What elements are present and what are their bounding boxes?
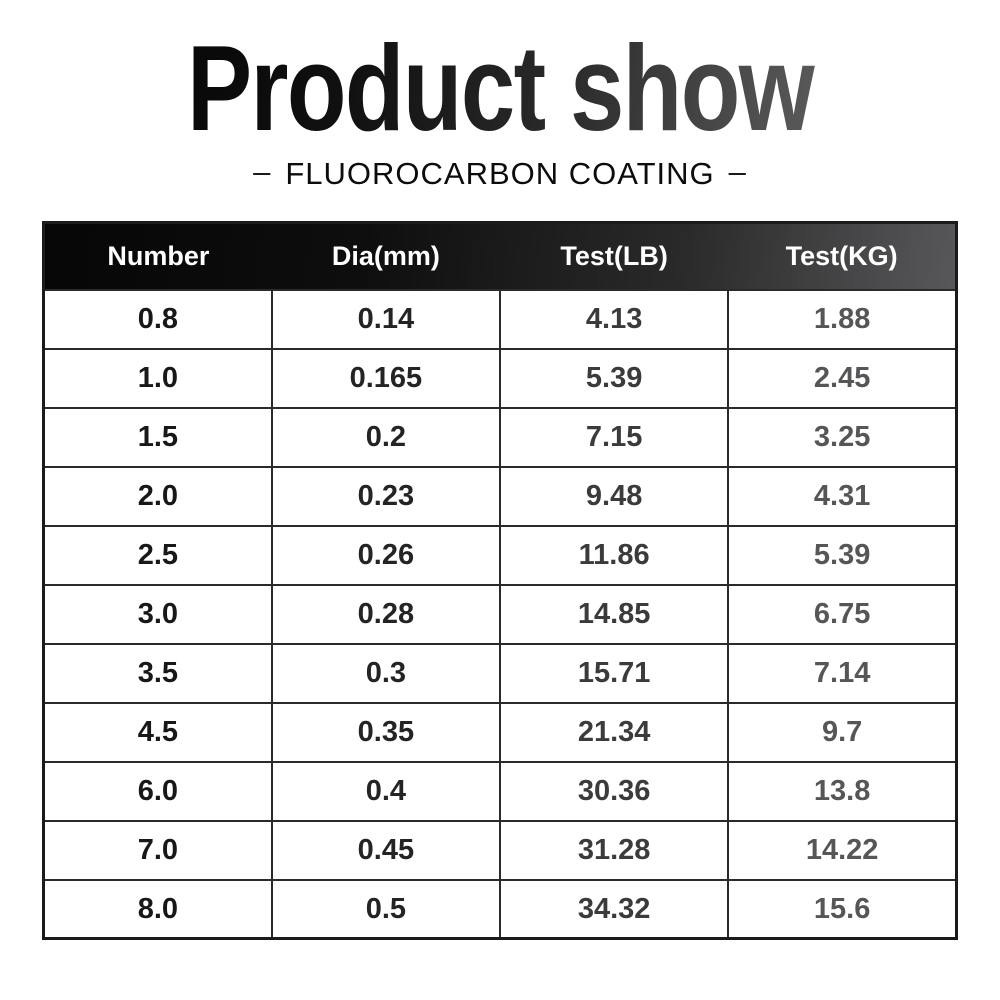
table-cell: 1.5 <box>42 406 273 468</box>
table-row: 6.0 0.4 30.36 13.8 <box>42 760 958 822</box>
table-cell: 0.28 <box>270 583 502 645</box>
column-header-dia-mm: Dia(mm) <box>331 241 440 272</box>
column-header-number: Number <box>107 241 210 272</box>
table-cell: 0.26 <box>270 524 502 586</box>
table-cell: 0.165 <box>270 347 502 409</box>
table-cell: 13.8 <box>727 760 958 822</box>
table-cell: 0.45 <box>270 819 502 881</box>
subtitle-text: FLUOROCARBON COATING <box>285 156 715 192</box>
table-cell: 7.0 <box>42 819 273 881</box>
table-cell: 14.22 <box>727 819 958 881</box>
table-cell: 0.35 <box>270 701 502 763</box>
table-cell: 4.13 <box>498 288 730 350</box>
table-cell: 7.14 <box>727 642 958 704</box>
table-row: 8.0 0.5 34.32 15.6 <box>42 878 958 940</box>
table-row: 7.0 0.45 31.28 14.22 <box>42 819 958 881</box>
page-title: Product show <box>100 26 900 151</box>
table-cell: 14.85 <box>498 583 730 645</box>
table-cell: 7.15 <box>498 406 730 468</box>
table-row: 2.5 0.26 11.86 5.39 <box>42 524 958 586</box>
table-cell: 1.88 <box>727 288 958 350</box>
spec-table-wrap: Number Dia(mm) Test(LB) Test(KG) 0.8 0.14… <box>42 221 958 941</box>
table-row: 3.0 0.28 14.85 6.75 <box>42 583 958 645</box>
table-row: 3.5 0.3 15.71 7.14 <box>42 642 958 704</box>
table-row: 2.0 0.23 9.48 4.31 <box>42 465 958 527</box>
table-cell: 0.5 <box>270 878 502 940</box>
table-cell: 4.5 <box>42 701 273 763</box>
table-cell: 3.0 <box>42 583 273 645</box>
table-cell: 3.25 <box>727 406 958 468</box>
table-cell: 34.32 <box>498 878 730 940</box>
table-cell: 9.7 <box>727 701 958 763</box>
table-cell: 2.0 <box>42 465 273 527</box>
table-head: Number Dia(mm) Test(LB) Test(KG) <box>43 222 957 290</box>
table-cell: 1.0 <box>42 347 273 409</box>
table-cell: 0.2 <box>270 406 502 468</box>
table-cell: 5.39 <box>498 347 730 409</box>
table-cell: 0.14 <box>270 288 502 350</box>
subtitle-right-dash: – <box>728 154 747 190</box>
table-row: 1.5 0.2 7.15 3.25 <box>42 406 958 468</box>
table-body: 0.8 0.14 4.13 1.88 1.0 0.165 5.39 2.45 1.5 0.2 7.1… <box>42 288 958 940</box>
table-row: 0.8 0.14 4.13 1.88 <box>42 288 958 350</box>
table-cell: 30.36 <box>498 760 730 822</box>
table-row: 1.0 0.165 5.39 2.45 <box>42 347 958 409</box>
table-cell: 21.34 <box>498 701 730 763</box>
table-cell: 15.71 <box>498 642 730 704</box>
table-row: 4.5 0.35 21.34 9.7 <box>42 701 958 763</box>
table-cell: 8.0 <box>42 878 273 940</box>
table-header-row: Number Dia(mm) Test(LB) Test(KG) <box>43 222 957 290</box>
table-cell: 0.23 <box>270 465 502 527</box>
spec-table: Number Dia(mm) Test(LB) Test(KG) 0.8 0.14… <box>42 221 958 941</box>
table-cell: 6.75 <box>727 583 958 645</box>
table-cell: 2.45 <box>727 347 958 409</box>
column-header-test-lb: Test(LB) <box>560 241 668 272</box>
table-cell: 9.48 <box>498 465 730 527</box>
table-cell: 0.8 <box>42 288 273 350</box>
column-header-test-kg: Test(KG) <box>785 241 898 272</box>
subtitle: – FLUOROCARBON COATING – <box>0 154 1000 192</box>
table-cell: 3.5 <box>42 642 273 704</box>
product-show-page: Product show – FLUOROCARBON COATING – Numb… <box>0 26 1000 1000</box>
table-cell: 5.39 <box>727 524 958 586</box>
table-cell: 4.31 <box>727 465 958 527</box>
table-cell: 15.6 <box>727 878 958 940</box>
subtitle-left-dash: – <box>253 154 272 190</box>
table-cell: 31.28 <box>498 819 730 881</box>
table-cell: 6.0 <box>42 760 273 822</box>
table-cell: 0.3 <box>270 642 502 704</box>
table-cell: 0.4 <box>270 760 502 822</box>
table-cell: 11.86 <box>498 524 730 586</box>
table-cell: 2.5 <box>42 524 273 586</box>
